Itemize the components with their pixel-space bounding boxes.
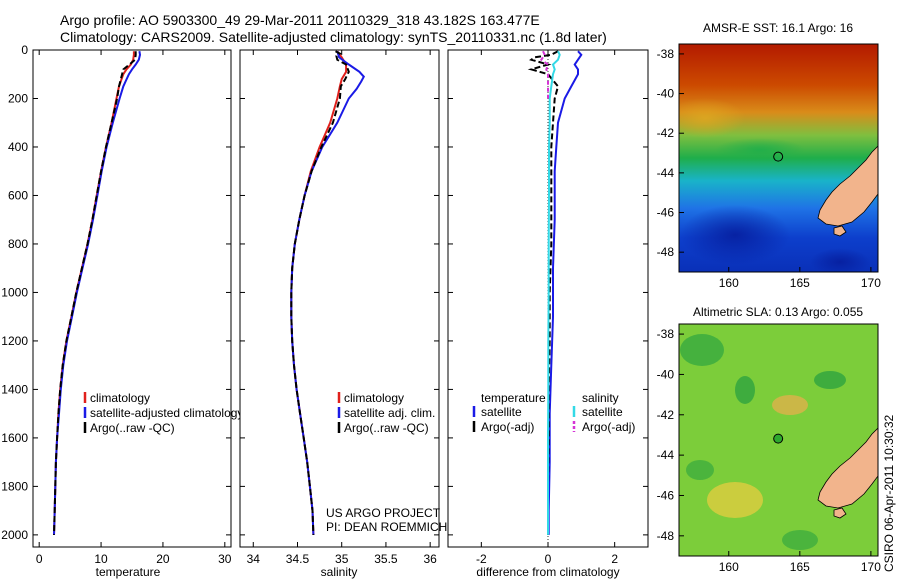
salinity-axes-frame (239, 49, 440, 548)
map-y-tick-label: -44 (657, 166, 675, 180)
legend-diff-temp-sat-label: satellite (481, 405, 522, 419)
stewart-island-land (833, 225, 847, 237)
new-zealand-land (817, 145, 878, 227)
temperature-xlabel: temperature (96, 565, 161, 579)
timestamp-stamp: CSIRO 06-Apr-2011 10:30:32 (882, 414, 896, 572)
series-line-salinity-argo (539, 50, 550, 99)
legend-sal-argo-label: Argo(..raw -QC) (344, 421, 429, 435)
legend-diff-temp-argo-label: Argo(-adj) (481, 420, 534, 434)
sla-low-patch (735, 376, 755, 404)
map-x-tick-label: 160 (719, 276, 739, 290)
salinity-xlabel: salinity (321, 565, 358, 579)
sla-high-patch (772, 395, 808, 415)
temperature-axes-frame (32, 49, 232, 548)
sst-map-panel: AMSR-E SST: 16.1 Argo: 16 160 165 170 -38 -… (657, 21, 882, 290)
map-y-tick-label: -42 (657, 408, 675, 422)
x-tick-label: 35.5 (374, 552, 398, 566)
map-y-tick-label: -46 (657, 488, 675, 502)
sla-high-patch (680, 334, 724, 366)
map-x-tick-label: 165 (790, 276, 810, 290)
map-y-tick-label: -38 (657, 327, 675, 341)
x-tick-label: 30 (218, 552, 232, 566)
x-tick-label: 20 (156, 552, 170, 566)
difference-legend: temperature satellite Argo(-adj) salinit… (472, 391, 635, 434)
difference-panel: -2 0 2 difference from climatology tempera… (447, 49, 649, 579)
y-tick-label: 400 (8, 140, 28, 154)
figure-title-line1: Argo profile: AO 5903300_49 29-Mar-2011 … (60, 12, 540, 28)
y-tick-label: 1200 (1, 334, 28, 348)
x-tick-label: 0 (36, 552, 43, 566)
x-tick-label: 36 (423, 552, 437, 566)
legend-salinity-title: salinity (582, 391, 619, 405)
sst-cold-patch (680, 205, 790, 265)
sla-high-patch (707, 482, 763, 518)
x-tick-label: 10 (94, 552, 108, 566)
y-tick-label: 1400 (1, 382, 28, 396)
map-y-tick-label: -44 (657, 448, 675, 462)
legend-temperature-title: temperature (481, 391, 546, 405)
salinity-legend: climatology satellite adj. clim. Argo(..… (337, 391, 435, 435)
legend-diff-sal-argo-label: Argo(-adj) (582, 420, 635, 434)
legend-satellite-label: satellite-adjusted climatology (90, 406, 243, 420)
x-tick-label: 34.5 (286, 552, 310, 566)
x-tick-label: 2 (611, 552, 618, 566)
map-x-tick-label: 170 (861, 276, 881, 290)
legend-climatology-label: climatology (90, 391, 150, 405)
x-tick-label: 34 (247, 552, 261, 566)
sla-low-patch (782, 530, 818, 550)
map-y-tick-label: -46 (657, 206, 675, 220)
y-tick-label: 2000 (1, 528, 28, 542)
temperature-panel: 0 200 400 600 800 1000 1200 1400 1600 1800 2000 0 1… (1, 43, 243, 579)
sla-map-title: Altimetric SLA: 0.13 Argo: 0.055 (693, 305, 863, 319)
y-tick-label: 800 (8, 237, 28, 251)
map-y-tick-label: -42 (657, 126, 675, 140)
legend-diff-sal-sat-label: satellite (582, 405, 623, 419)
x-tick-label: -2 (476, 552, 487, 566)
pi-label: PI: DEAN ROEMMICH (326, 520, 447, 534)
y-tick-label: 1800 (1, 479, 28, 493)
series-line-salinity-satellite (547, 50, 561, 535)
sla-map-frame (678, 323, 879, 557)
map-y-tick-label: -40 (657, 87, 675, 101)
legend-argo-label: Argo(..raw -QC) (90, 421, 175, 435)
y-tick-label: 1600 (1, 431, 28, 445)
sla-low-patch (686, 460, 714, 480)
map-y-tick-label: -38 (657, 47, 675, 61)
legend-sal-satellite-label: satellite adj. clim. (344, 406, 435, 420)
figure-title-line2: Climatology: CARS2009. Satellite-adjuste… (60, 29, 607, 45)
legend-sal-climatology-label: climatology (344, 391, 404, 405)
y-tick-label: 0 (21, 43, 28, 57)
map-y-tick-label: -48 (657, 529, 675, 543)
sla-map-panel: Altimetric SLA: 0.13 Argo: 0.055 160 165 1… (657, 305, 882, 574)
project-label: US ARGO PROJECT (326, 506, 441, 520)
map-y-tick-label: -40 (657, 367, 675, 381)
sst-cold-patch-2 (810, 248, 870, 272)
new-zealand-land (817, 427, 878, 509)
difference-xlabel: difference from climatology (476, 565, 619, 579)
map-x-tick-label: 160 (719, 560, 739, 574)
sst-map-title: AMSR-E SST: 16.1 Argo: 16 (703, 21, 853, 35)
sst-warm-patch (679, 98, 745, 138)
stewart-island-land (833, 507, 847, 519)
x-tick-label: 35 (335, 552, 349, 566)
series-line-argo (290, 50, 350, 535)
x-tick-label: 0 (545, 552, 552, 566)
sst-map-frame (678, 43, 879, 273)
map-x-tick-label: 170 (861, 560, 881, 574)
temperature-legend: climatology satellite-adjusted climatolo… (83, 391, 243, 435)
salinity-panel: 34 34.5 35 35.5 36 salinity climatology sate… (239, 49, 447, 579)
argo-float-marker (773, 433, 784, 444)
map-x-tick-label: 165 (790, 560, 810, 574)
sst-front-patch (715, 138, 805, 162)
y-tick-label: 200 (8, 91, 28, 105)
series-line-argo (53, 51, 137, 535)
y-tick-label: 1000 (1, 285, 28, 299)
sla-low-patch (814, 371, 846, 389)
y-tick-label: 600 (8, 188, 28, 202)
map-y-tick-label: -48 (657, 245, 675, 259)
argo-float-marker (773, 151, 784, 162)
